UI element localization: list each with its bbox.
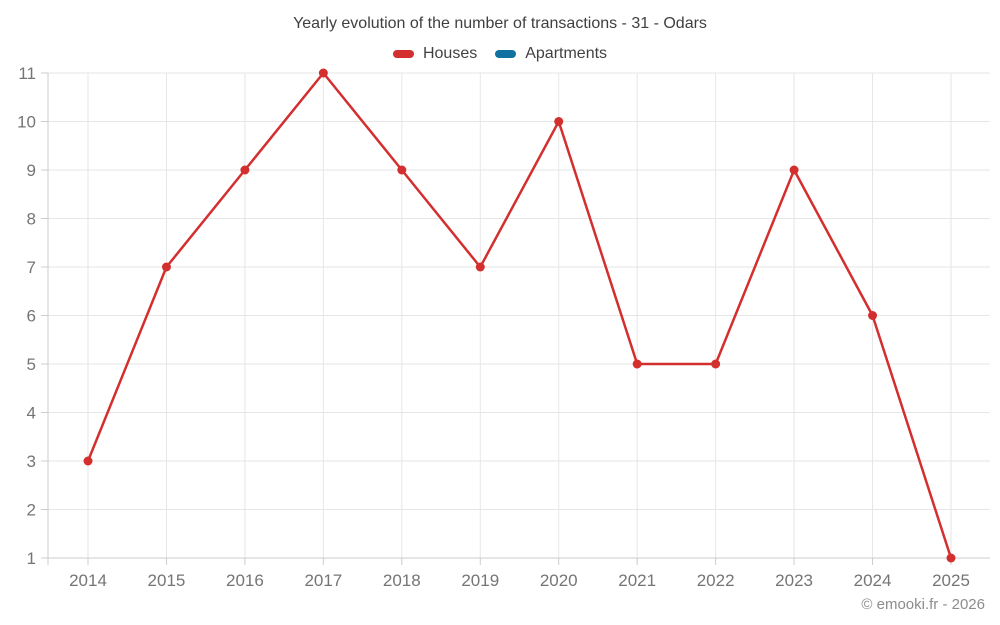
houses-point-2014[interactable]: [83, 456, 93, 466]
legend-item-houses[interactable]: Houses: [392, 45, 478, 63]
x-tick-label: 2023: [775, 571, 813, 590]
y-tick-label: 9: [27, 161, 36, 180]
y-tick-label: 11: [18, 64, 36, 83]
houses-point-2020[interactable]: [554, 117, 564, 126]
houses-point-2025[interactable]: [946, 553, 956, 563]
y-tick-label: 1: [27, 549, 36, 568]
x-tick-label: 2015: [148, 571, 186, 590]
houses-point-2017[interactable]: [318, 68, 328, 78]
y-tick-label: 8: [27, 210, 36, 229]
houses-point-2016[interactable]: [240, 165, 250, 175]
y-tick-label: 3: [27, 452, 36, 471]
houses-point-2019[interactable]: [475, 262, 485, 272]
x-tick-label: 2018: [383, 571, 421, 590]
x-tick-label: 2017: [304, 571, 342, 590]
houses-point-2018[interactable]: [397, 165, 407, 175]
x-tick-label: 2019: [461, 571, 499, 590]
chart-title: Yearly evolution of the number of transa…: [293, 15, 707, 32]
x-tick-label: 2014: [69, 571, 107, 590]
houses-point-2024[interactable]: [868, 311, 878, 320]
houses-point-2022[interactable]: [711, 359, 721, 369]
watermark: © emooki.fr - 2026: [861, 596, 985, 613]
legend-item-apartments[interactable]: Apartments: [495, 45, 607, 63]
houses-point-2015[interactable]: [161, 262, 171, 272]
y-tick-label: 7: [27, 258, 36, 277]
houses-point-2021[interactable]: [632, 359, 642, 369]
y-tick-label: 4: [27, 404, 36, 423]
legend-swatch-icon: [392, 50, 414, 58]
x-tick-label: 2022: [697, 571, 735, 590]
legend-label: Houses: [422, 45, 478, 62]
legend-swatch-icon: [495, 50, 517, 58]
y-tick-label: 2: [27, 501, 36, 520]
y-tick-label: 10: [17, 113, 36, 132]
x-tick-label: 2021: [618, 571, 656, 590]
x-tick-label: 2024: [854, 571, 892, 590]
legend: Houses Apartments: [0, 45, 1000, 63]
legend-label: Apartments: [525, 45, 608, 62]
houses-series-line: [86, 71, 953, 560]
x-tick-label: 2016: [226, 571, 264, 590]
y-tick-label: 5: [27, 355, 36, 374]
x-tick-label: 2025: [932, 571, 970, 590]
houses-point-2023[interactable]: [789, 165, 799, 175]
y-tick-label: 6: [27, 307, 36, 326]
x-tick-label: 2020: [540, 571, 578, 590]
